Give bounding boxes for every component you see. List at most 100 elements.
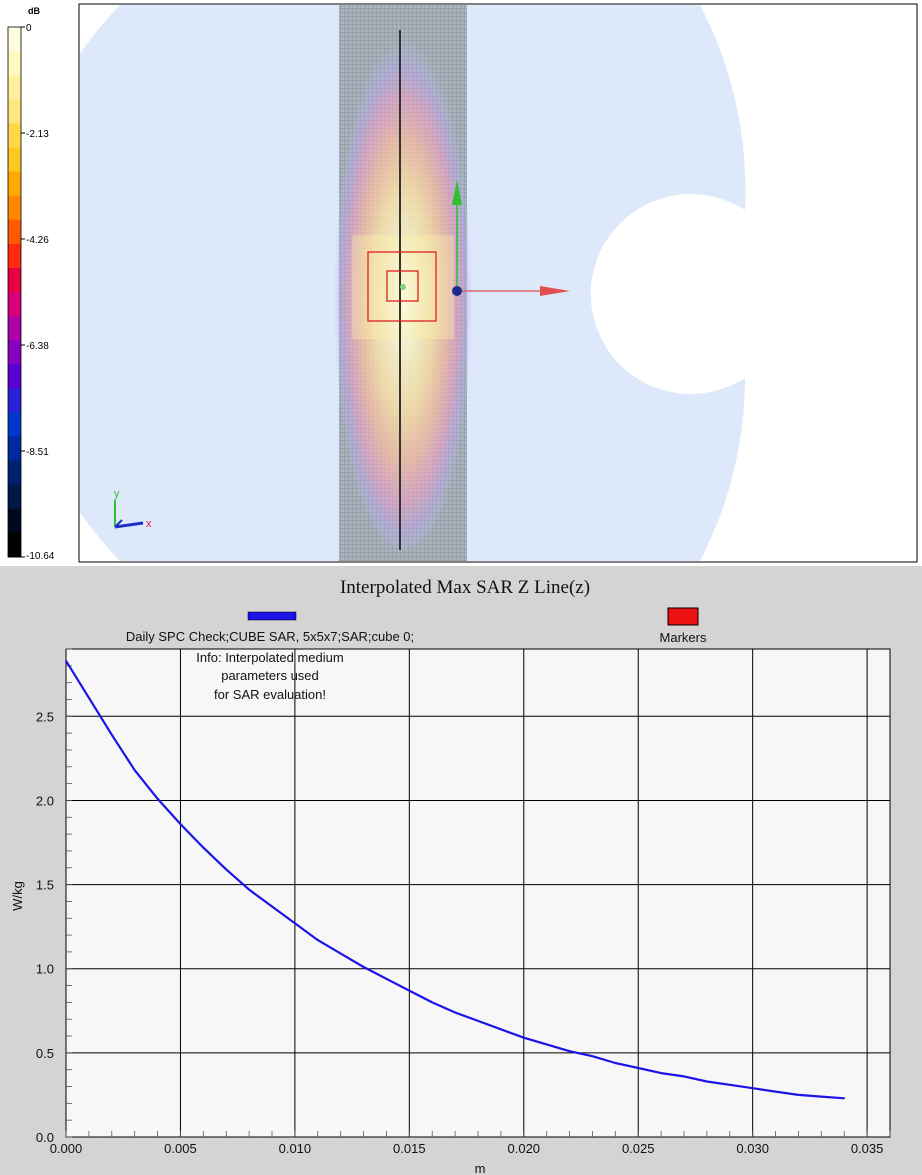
- series-point: [751, 1087, 754, 1089]
- legend-swatch-series: [247, 611, 297, 621]
- series-point: [385, 978, 388, 980]
- colorbar-band: [8, 388, 21, 413]
- series-point: [454, 1011, 456, 1014]
- legend: Daily SPC Check;CUBE SAR, 5x5x7;SAR;cube…: [126, 607, 707, 645]
- series-point: [133, 769, 136, 771]
- series-point: [522, 1036, 525, 1039]
- colorbar-band: [8, 412, 21, 438]
- info-line-3: for SAR evaluation!: [214, 687, 326, 702]
- series-point: [706, 1080, 708, 1083]
- series-point: [774, 1090, 777, 1093]
- series-point: [156, 797, 159, 800]
- x-tick-label: 0.025: [622, 1141, 655, 1156]
- x-tick-labels: 0.000 0.005 0.010 0.015 0.020 0.025 0.030 0.035: [50, 1141, 884, 1156]
- x-tick-label: 0.020: [508, 1141, 541, 1156]
- x-tick-label: 0.000: [50, 1141, 83, 1156]
- info-annotation: Info: Interpolated medium parameters use…: [196, 650, 343, 702]
- colorbar-tick-label: -10.64: [26, 551, 55, 562]
- sar-3d-canvas[interactable]: y x 0 -2.13 -4.26 -6.38 -8.51 -10.64 dB: [0, 0, 922, 566]
- series-point: [500, 1028, 502, 1031]
- colorbar-band: [8, 99, 21, 124]
- series-point: [843, 1097, 846, 1100]
- colorbar-band: [8, 171, 21, 197]
- legend-label-markers: Markers: [660, 630, 707, 645]
- colorbar-band: [8, 75, 21, 100]
- x-tick-label: 0.030: [736, 1141, 769, 1156]
- x-tick-label: 0.015: [393, 1141, 426, 1156]
- triad-y-label: y: [114, 488, 120, 500]
- y-tick-labels: 0.0 0.5 1.0 1.5 2.0 2.5: [36, 709, 54, 1145]
- colorbar-band: [8, 219, 21, 245]
- series-point: [637, 1067, 640, 1069]
- series-point: [797, 1094, 800, 1096]
- series-point: [294, 922, 296, 925]
- y-tick-label: 1.0: [36, 962, 54, 977]
- colorbar-band: [8, 267, 21, 293]
- info-line-2: parameters used: [221, 668, 319, 683]
- series-point: [65, 659, 67, 662]
- info-line-1: Info: Interpolated medium: [196, 650, 343, 665]
- colorbar-tick-label: 0: [26, 23, 32, 34]
- series-point: [431, 1001, 434, 1004]
- colorbar-tick-label: -4.26: [26, 235, 49, 246]
- y-tick-label: 0.5: [36, 1046, 54, 1061]
- series-point: [545, 1043, 548, 1046]
- x-tick-label: 0.005: [164, 1141, 197, 1156]
- colorbar-band: [8, 316, 21, 341]
- line-plot: Interpolated Max SAR Z Line(z) Daily SPC…: [10, 577, 891, 1175]
- series-point: [660, 1072, 662, 1074]
- y-tick-label: 0.0: [36, 1130, 54, 1145]
- series-point: [568, 1050, 571, 1052]
- colorbar-tick-label: -8.51: [26, 447, 49, 458]
- colorbar-band: [8, 484, 21, 510]
- sar-3d-view[interactable]: y x 0 -2.13 -4.26 -6.38 -8.51 -10.64 dB: [0, 0, 922, 566]
- cube-outer-marker: [367, 251, 437, 322]
- colorbar-unit: dB: [28, 6, 40, 16]
- colorbar-band: [8, 123, 21, 148]
- series-point: [339, 952, 342, 955]
- series-point: [271, 905, 273, 908]
- series-point: [110, 734, 113, 736]
- x-tick-label: 0.035: [851, 1141, 884, 1156]
- series-layer: [65, 659, 846, 1100]
- colorbar: 0 -2.13 -4.26 -6.38 -8.51 -10.64: [7, 23, 55, 562]
- colorbar-frame: [7, 26, 22, 558]
- y-tick-label: 1.5: [36, 878, 54, 893]
- series-point: [728, 1084, 731, 1086]
- triad-x-label: x: [146, 518, 152, 530]
- y-tick-label: 2.5: [36, 709, 54, 724]
- axis-origin-dot: [452, 286, 462, 296]
- legend-swatch-markers: [667, 607, 699, 626]
- axis-triad: y x: [114, 488, 152, 530]
- colorbar-band: [8, 460, 21, 486]
- x-axis-label: m: [475, 1161, 486, 1175]
- series-point: [820, 1095, 823, 1098]
- series-point: [591, 1055, 594, 1058]
- colorbar-band: [8, 364, 21, 389]
- series-point: [202, 846, 205, 849]
- colorbar-band: [8, 243, 21, 269]
- plot-title: Interpolated Max SAR Z Line(z): [340, 577, 590, 598]
- colorbar-band: [8, 436, 21, 462]
- colorbar-tick-label: -2.13: [26, 129, 49, 140]
- colorbar-band: [8, 51, 21, 76]
- series-point: [614, 1062, 617, 1064]
- cube-center-dot: [400, 284, 406, 290]
- colorbar-band: [8, 292, 21, 317]
- minor-ticks: [65, 648, 891, 1138]
- series-point: [179, 823, 182, 825]
- series-point: [362, 966, 365, 968]
- series-point: [248, 888, 250, 891]
- y-tick-label: 2.0: [36, 793, 54, 808]
- series-point: [683, 1075, 685, 1078]
- plot-area: [65, 648, 891, 1138]
- colorbar-band: [8, 27, 21, 52]
- x-arrow-head: [540, 286, 570, 296]
- x-tick-label: 0.010: [279, 1141, 312, 1156]
- colorbar-band: [8, 508, 21, 534]
- colorbar-band: [8, 532, 21, 558]
- series-point: [316, 939, 319, 941]
- colorbar-band: [8, 340, 21, 365]
- colorbar-band: [8, 195, 21, 221]
- y-arrow-head: [452, 180, 462, 205]
